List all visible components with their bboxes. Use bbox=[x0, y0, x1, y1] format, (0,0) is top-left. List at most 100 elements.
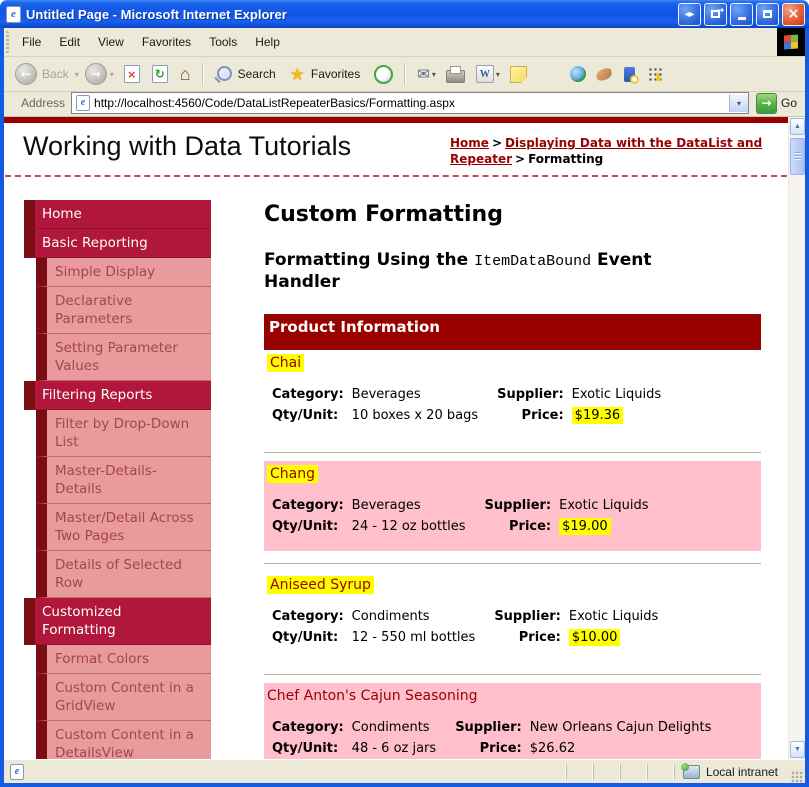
window-frame: File Edit View Favorites Tools Help ← Ba… bbox=[0, 28, 809, 787]
sidebar-item-filtering-reports[interactable]: Filtering Reports bbox=[24, 381, 211, 410]
price-highlight: $19.00 bbox=[559, 518, 611, 535]
menu-edit[interactable]: Edit bbox=[59, 35, 81, 49]
code-inline: ItemDataBound bbox=[474, 253, 592, 270]
stop-button[interactable]: × bbox=[123, 65, 140, 83]
security-zone-label: Local intranet bbox=[705, 764, 778, 779]
resize-grip[interactable] bbox=[790, 770, 803, 783]
supplier-label: Supplier: bbox=[455, 720, 522, 735]
product-item-chang: Chang Category: Beverages Supplier: Exot… bbox=[264, 461, 761, 551]
product-name: Chef Anton's Cajun Seasoning bbox=[267, 688, 478, 704]
site-title: Working with Data Tutorials bbox=[23, 131, 352, 161]
back-button[interactable]: ← Back bbox=[13, 63, 74, 85]
price-value: $10.00 bbox=[566, 628, 661, 647]
address-field[interactable]: e ▾ bbox=[71, 92, 749, 114]
close-button[interactable]: × bbox=[782, 2, 805, 26]
maximize-button[interactable] bbox=[756, 2, 779, 26]
scroll-down-button[interactable]: ▼ bbox=[790, 741, 805, 758]
search-button[interactable]: Search bbox=[209, 65, 284, 83]
menu-view[interactable]: View bbox=[98, 35, 124, 49]
favorites-button[interactable]: ★ Favorites bbox=[284, 66, 369, 83]
toolbar-separator bbox=[404, 62, 407, 86]
price-label: Price: bbox=[509, 519, 552, 534]
product-name: Chang bbox=[267, 465, 761, 483]
breadcrumb-link-displaying-data[interactable]: Displaying Data with the DataList and Re… bbox=[450, 136, 763, 166]
qty-value: 12 - 550 ml bottles bbox=[351, 630, 476, 645]
refresh-button[interactable]: ↻ bbox=[151, 65, 168, 83]
grid-bolt-addon-button[interactable] bbox=[646, 66, 663, 82]
page-title: Custom Formatting bbox=[264, 202, 503, 227]
vertical-scrollbar[interactable]: ▲ ▼ bbox=[788, 117, 805, 759]
edit-dropdown[interactable]: ▾ bbox=[495, 69, 500, 79]
address-input[interactable] bbox=[94, 96, 729, 110]
supplier-label: Supplier: bbox=[494, 609, 561, 624]
back-dropdown[interactable]: ▾ bbox=[74, 69, 79, 79]
history-button[interactable] bbox=[374, 64, 394, 84]
price-label: Price: bbox=[518, 630, 561, 645]
back-icon: ← bbox=[15, 63, 37, 85]
sidebar-item-custom-content-gridview[interactable]: Custom Content in a GridView bbox=[36, 674, 211, 721]
qty-label: Qty/Unit: bbox=[272, 519, 339, 534]
go-button[interactable]: → bbox=[755, 92, 777, 114]
category-label: Category: bbox=[272, 498, 344, 513]
product-name: Chai bbox=[267, 354, 761, 372]
menu-help[interactable]: Help bbox=[255, 35, 280, 49]
scroll-up-button[interactable]: ▲ bbox=[790, 118, 805, 135]
security-zone-pane: Local intranet bbox=[673, 762, 788, 780]
menu-tools[interactable]: Tools bbox=[209, 35, 238, 49]
edit-with-word-button[interactable]: W bbox=[475, 65, 494, 83]
sidebar-item-simple-display[interactable]: Simple Display bbox=[36, 258, 211, 287]
category-label: Category: bbox=[272, 720, 344, 735]
discuss-button[interactable] bbox=[509, 65, 527, 83]
section-heading: Formatting Using the ItemDataBound Event… bbox=[264, 250, 652, 292]
favorites-label: Favorites bbox=[310, 67, 361, 81]
resize-horizontal-button[interactable]: ◂▸ bbox=[678, 2, 701, 26]
breadcrumb-link-home[interactable]: Home bbox=[450, 136, 489, 150]
sidebar-item-basic-reporting[interactable]: Basic Reporting bbox=[24, 229, 211, 258]
supplier-value: New Orleans Cajun Delights bbox=[529, 720, 712, 735]
undock-icon bbox=[711, 6, 724, 18]
category-value: Condiments bbox=[351, 609, 430, 624]
product-item-chef-antons: Chef Anton's Cajun Seasoning Category: C… bbox=[264, 683, 761, 759]
print-button[interactable] bbox=[445, 65, 465, 83]
price-label: Price: bbox=[479, 741, 522, 756]
product-details-table: Category: Beverages Supplier: Exotic Liq… bbox=[267, 494, 654, 538]
menu-grip[interactable] bbox=[6, 31, 9, 53]
sidebar-item-home[interactable]: Home bbox=[24, 200, 211, 229]
home-button[interactable]: ⌂ bbox=[179, 64, 191, 84]
sidebar-item-custom-content-detailsview[interactable]: Custom Content in a DetailsView bbox=[36, 721, 211, 759]
address-bar: Address e ▾ → Go bbox=[4, 92, 805, 117]
category-label: Category: bbox=[272, 387, 344, 402]
address-dropdown[interactable]: ▾ bbox=[728, 94, 748, 112]
minimize-button[interactable] bbox=[730, 2, 753, 26]
category-value: Condiments bbox=[351, 720, 430, 735]
research-addon-button[interactable] bbox=[594, 66, 613, 82]
windows-flag-icon bbox=[784, 34, 798, 50]
mail-button[interactable]: ✉ bbox=[417, 66, 430, 83]
undock-button[interactable] bbox=[704, 2, 727, 26]
book-search-addon-button[interactable] bbox=[623, 66, 639, 84]
sidebar-item-customized-formatting[interactable]: Customized Formatting bbox=[24, 598, 211, 645]
category-value: Beverages bbox=[351, 387, 421, 402]
forward-dropdown[interactable]: ▾ bbox=[109, 69, 114, 79]
qty-value: 48 - 6 oz jars bbox=[351, 741, 437, 756]
sidebar-item-master-details-details[interactable]: Master-Details-Details bbox=[36, 457, 211, 504]
sidebar-item-setting-parameter-values[interactable]: Setting Parameter Values bbox=[36, 334, 211, 381]
scrollbar-thumb[interactable] bbox=[790, 138, 805, 175]
price-value: $26.62 bbox=[529, 741, 576, 756]
mail-dropdown[interactable]: ▾ bbox=[431, 69, 436, 79]
sidebar-item-declarative-parameters[interactable]: Declarative Parameters bbox=[36, 287, 211, 334]
category-value: Beverages bbox=[351, 498, 421, 513]
sidebar-item-format-colors[interactable]: Format Colors bbox=[36, 645, 211, 674]
sidebar-item-details-of-selected-row[interactable]: Details of Selected Row bbox=[36, 551, 211, 598]
price-value: $19.00 bbox=[556, 517, 651, 536]
favorites-star-icon: ★ bbox=[289, 64, 305, 84]
forward-button[interactable]: → bbox=[83, 63, 109, 85]
menu-favorites[interactable]: Favorites bbox=[141, 35, 192, 49]
breadcrumb-current: Formatting bbox=[528, 152, 604, 166]
product-details-table: Category: Beverages Supplier: Exotic Liq… bbox=[267, 383, 666, 427]
sidebar-item-master-detail-two-pages[interactable]: Master/Detail Across Two Pages bbox=[36, 504, 211, 551]
local-intranet-icon bbox=[680, 762, 700, 779]
globe-search-addon-button[interactable] bbox=[569, 66, 586, 82]
menu-file[interactable]: File bbox=[22, 35, 42, 49]
sidebar-item-filter-by-dropdown-list[interactable]: Filter by Drop-Down List bbox=[36, 410, 211, 457]
